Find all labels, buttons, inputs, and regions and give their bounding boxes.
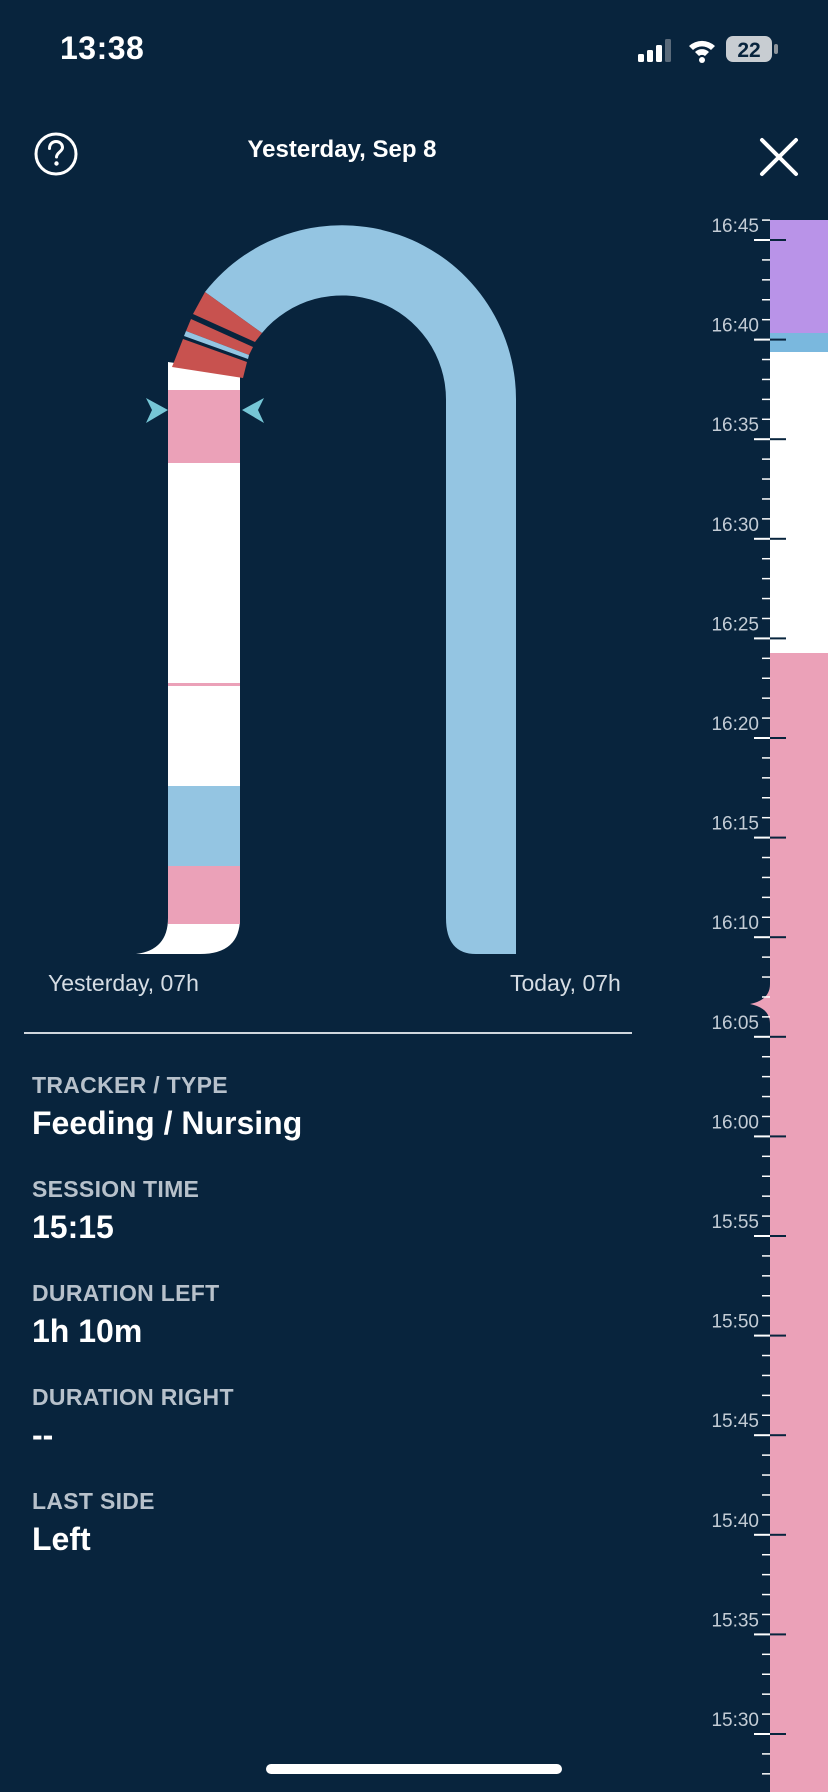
status-bar: 13:38 22 [0,0,828,100]
close-button[interactable] [756,134,802,180]
arch-end-label: Today, 07h [510,970,621,996]
arch-segment-feeding-thin[interactable] [168,683,240,686]
timeline-tick-label: 15:55 [711,1212,759,1233]
selection-marker-right-icon [242,398,264,423]
timeline-tick-label: 15:45 [711,1411,759,1432]
timeline-svg: 16:45 16:40 16:35 16:30 16:25 16:20 16:15 16:10… [711,216,828,1792]
timeline-tick-label: 15:35 [711,1610,759,1631]
detail-duration-left: DURATION LEFT 1h 10m [32,1278,632,1352]
timeline-segment-sleep[interactable] [770,333,828,352]
divider [24,1032,632,1034]
close-icon [760,138,798,176]
timeline-tick-label: 16:10 [711,913,759,934]
timeline-tick-label: 16:05 [711,1013,759,1034]
timeline-tick-label: 16:35 [711,415,759,436]
detail-value: 1h 10m [32,1313,143,1349]
timeline-segment-feeding[interactable] [770,653,828,1792]
question-circle-icon [34,132,78,176]
timeline-ticks: 16:45 16:40 16:35 16:30 16:25 16:20 16:15 16:10… [711,216,786,1775]
timeline-tick-label: 15:50 [711,1312,759,1333]
cellular-signal-icon [638,39,671,62]
detail-duration-right: DURATION RIGHT -- [32,1382,632,1456]
session-details: TRACKER / TYPE Feeding / Nursing SESSION… [32,1070,632,1590]
timeline-tick-label: 16:45 [711,216,759,237]
status-icons: 22 [638,36,778,63]
detail-label: TRACKER / TYPE [32,1072,228,1098]
timeline-tick-label: 16:40 [711,316,759,337]
arch-start-label: Yesterday, 07h [48,970,199,996]
detail-last-side: LAST SIDE Left [32,1486,632,1560]
detail-value: -- [32,1417,54,1453]
arch-segment-diaper[interactable] [172,339,247,378]
home-indicator [266,1764,562,1774]
arch-segment-sleep[interactable] [168,786,240,866]
detail-value: Feeding / Nursing [32,1105,303,1141]
wifi-icon [689,40,715,63]
status-time: 13:38 [60,30,145,66]
timeline-tick-label: 16:25 [711,614,759,635]
timeline-segment-empty [770,352,828,653]
help-button[interactable] [32,130,80,178]
timeline-tick-label: 16:20 [711,714,759,735]
detail-label: DURATION LEFT [32,1280,220,1306]
timeline-tick-label: 16:15 [711,814,759,835]
page-title: Yesterday, Sep 8 [247,136,437,163]
selection-marker-left-icon [146,398,168,423]
arch-segment-diaper[interactable] [193,292,262,342]
day-arch-chart[interactable] [0,200,684,1000]
timeline-tick-label: 15:40 [711,1511,759,1532]
arch-segment-feeding[interactable] [168,866,240,924]
day-arch [136,225,517,955]
detail-label: DURATION RIGHT [32,1384,234,1410]
detail-label: LAST SIDE [32,1488,155,1514]
detail-label: SESSION TIME [32,1176,200,1202]
detail-session-time: SESSION TIME 15:15 [32,1174,632,1248]
timeline-tick-label: 16:00 [711,1112,759,1133]
battery-level: 22 [737,39,760,62]
battery-icon: 22 [726,36,778,62]
arch-segment-feeding-selected[interactable] [168,390,240,463]
detail-tracker-type: TRACKER / TYPE Feeding / Nursing [32,1070,632,1144]
timeline-tick-label: 15:30 [711,1710,759,1731]
arch-segment-sleep[interactable] [205,225,517,955]
detail-value: 15:15 [32,1209,114,1245]
timeline-segment-activity[interactable] [770,220,828,333]
arch-segment-sleep-short[interactable] [184,331,249,359]
vertical-timeline[interactable]: 16:45 16:40 16:35 16:30 16:25 16:20 16:15 16:10… [684,200,828,1792]
detail-value: Left [32,1521,91,1557]
arch-segment-diaper[interactable] [186,319,253,355]
timeline-tick-label: 16:30 [711,515,759,536]
timeline-current-marker-icon [750,984,770,1024]
